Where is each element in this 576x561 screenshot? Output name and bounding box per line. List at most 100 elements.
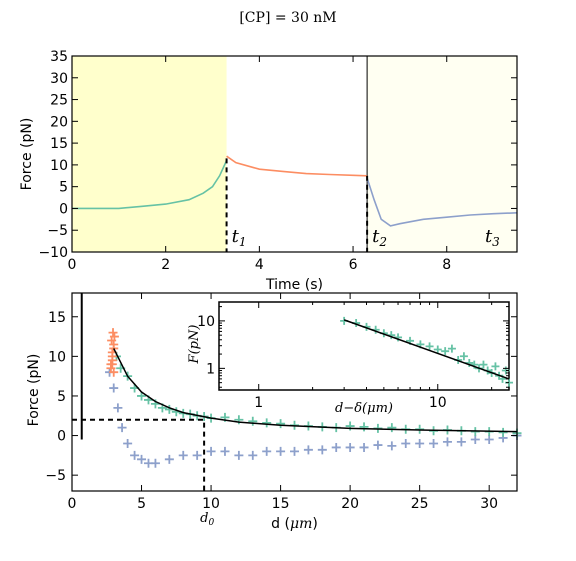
top-xtick-label: 6 [349, 257, 358, 273]
bottom-point-blue [262, 446, 272, 456]
bottom-xtick-label: 0 [68, 496, 77, 512]
figure-title: [CP] = 30 nM [239, 10, 336, 26]
bottom-point-blue [415, 438, 425, 448]
bottom-point-blue [303, 445, 313, 455]
bottom-point-blue [234, 450, 244, 460]
bottom-point-blue [317, 445, 327, 455]
bottom-xtick-label: 25 [411, 496, 429, 512]
inset-point-green [479, 360, 488, 369]
top-ytick-label: 15 [50, 136, 68, 152]
inset-point-green [441, 347, 450, 356]
time-marker-subscript-1: 1 [239, 235, 247, 249]
inset-point-green [491, 362, 500, 371]
bottom-point-green [137, 391, 147, 401]
shaded-region-0 [72, 56, 227, 252]
bottom-point-green [387, 423, 397, 433]
bottom-xlabel-unit: μm [290, 516, 312, 532]
bottom-point-blue [373, 440, 383, 450]
top-xtick-label: 0 [68, 257, 77, 273]
bottom-point-blue [331, 442, 341, 452]
inset-point-green [459, 352, 468, 361]
d0-label: d0 [200, 511, 214, 528]
bottom-point-blue [109, 383, 119, 393]
top-xtick-label: 8 [442, 257, 451, 273]
bottom-ytick-label: −5 [45, 468, 66, 484]
top-xtick-label: 4 [255, 257, 264, 273]
bottom-point-blue [387, 441, 397, 451]
bottom-point-green [359, 422, 369, 432]
bottom-xlabel: d (μm) [271, 516, 318, 532]
bottom-axes-frame [71, 292, 518, 492]
top-xlabel: Time (s) [265, 277, 323, 293]
bottom-xtick-label: 10 [202, 496, 220, 512]
inset-ylabel: F(pN) [187, 325, 202, 365]
bottom-point-orange [107, 359, 117, 369]
bottom-ytick-label: 0 [57, 429, 66, 445]
bottom-xtick-label: 5 [137, 496, 146, 512]
bottom-ytick-label: 15 [48, 310, 66, 326]
bottom-point-orange [108, 328, 118, 338]
bottom-point-blue [276, 446, 286, 456]
bottom-point-blue [164, 454, 174, 464]
d0-subscript: 0 [208, 518, 214, 528]
bottom-point-blue [178, 450, 188, 460]
bottom-point-blue [117, 423, 127, 433]
top-ytick-label: 30 [50, 71, 68, 87]
inset-xlabel: d−δ(μm) [335, 401, 393, 416]
bottom-point-blue [130, 450, 140, 460]
bottom-point-blue [192, 450, 202, 460]
top-ytick-label: 10 [50, 158, 68, 174]
inset-fit-line [343, 319, 510, 380]
inset-point-green [425, 342, 434, 351]
inset-xlabel-close: ) [387, 401, 393, 416]
bottom-point-blue [345, 442, 355, 452]
bottom-fit-line [113, 348, 518, 433]
inset-point-green [447, 344, 456, 353]
top-ytick-label: 20 [50, 114, 68, 130]
top-series-green [72, 160, 228, 210]
bottom-point-blue [220, 446, 230, 456]
inset-point-green [433, 345, 442, 354]
bottom-point-blue [456, 437, 466, 447]
bottom-ytick-label: 5 [57, 389, 66, 405]
inset-xtick-label: 1 [254, 395, 263, 411]
shaded-region-1 [367, 56, 517, 252]
top-axes-frame [71, 55, 518, 253]
top-ylabel: Force (pN) [19, 118, 35, 191]
top-ytick-label: 5 [59, 180, 68, 196]
bottom-point-blue [442, 437, 452, 447]
time-marker-subscript-2: 2 [378, 235, 387, 249]
bottom-point-blue [206, 446, 216, 456]
bottom-point-green [498, 427, 508, 437]
top-ytick-label: 25 [50, 93, 68, 109]
top-series-orange [226, 155, 368, 177]
bottom-point-blue [290, 446, 299, 456]
bottom-xtick-label: 15 [272, 496, 290, 512]
bottom-point-orange [109, 339, 119, 349]
bottom-point-orange [109, 367, 119, 377]
inset-point-green [470, 360, 479, 369]
top-xtick-label: 2 [161, 257, 170, 273]
bottom-point-blue [359, 442, 369, 452]
bottom-point-blue [470, 435, 480, 445]
bottom-point-blue [113, 403, 123, 413]
bottom-point-blue [484, 435, 494, 445]
top-ytick-label: 0 [59, 201, 68, 217]
bottom-point-green [262, 418, 272, 428]
inset-chart: 1 10 1 10 d−δ(μm) F(pN) [187, 301, 513, 416]
bottom-ylabel: Force (pN) [26, 354, 42, 427]
bottom-point-blue [401, 438, 411, 448]
inset-ytick-label: 1 [206, 361, 215, 377]
bottom-point-blue [137, 454, 147, 464]
time-marker-label-1: t1 [232, 226, 247, 249]
top-ytick-label: −5 [47, 223, 68, 239]
time-marker-subscript-3: 3 [492, 235, 500, 249]
top-ytick-label: 35 [50, 49, 68, 65]
bottom-xtick-label: 20 [341, 496, 359, 512]
bottom-point-blue [429, 438, 439, 448]
bottom-point-green [248, 416, 258, 426]
bottom-point-green [276, 419, 286, 429]
